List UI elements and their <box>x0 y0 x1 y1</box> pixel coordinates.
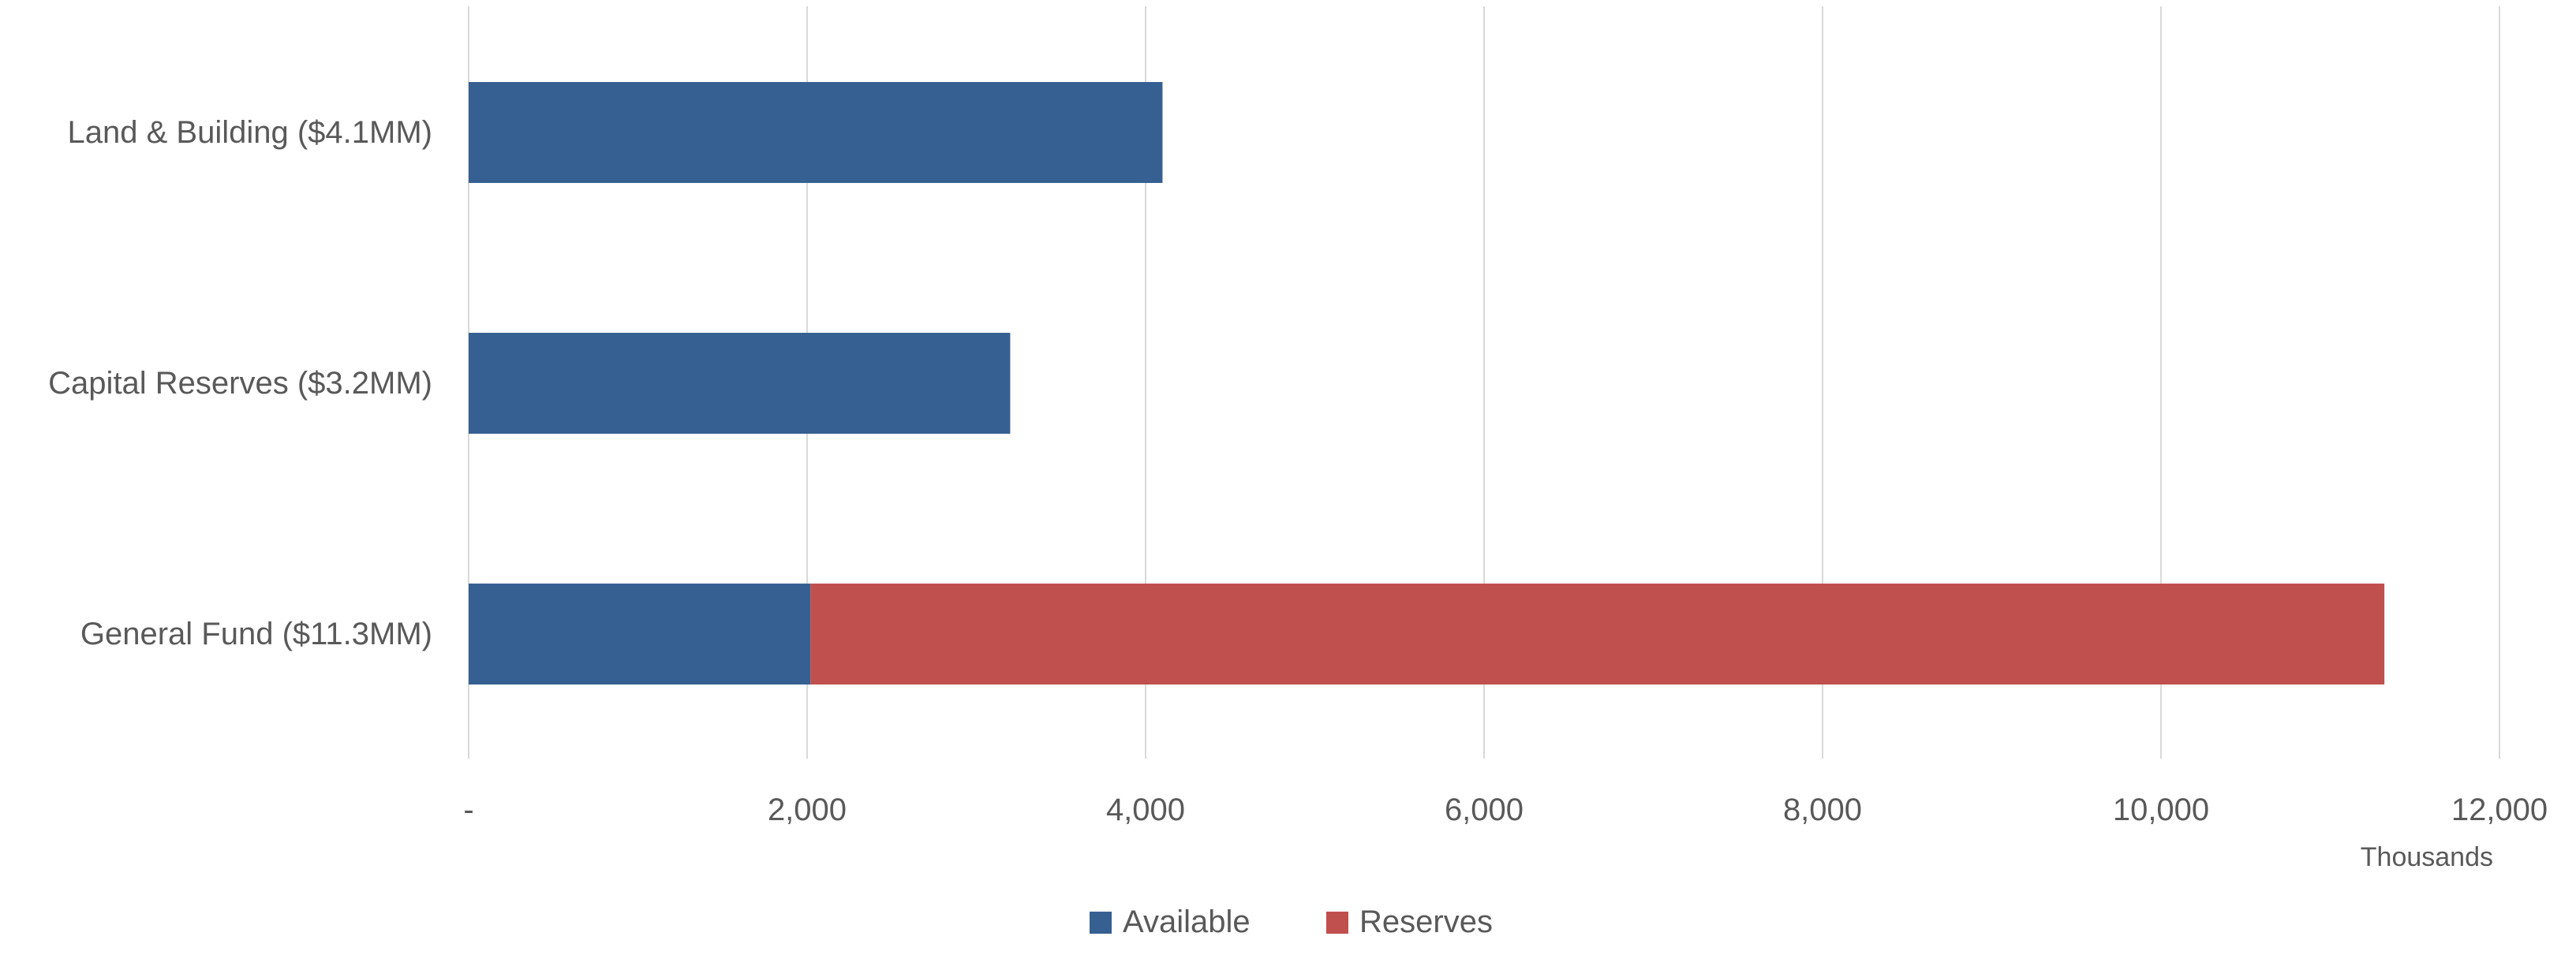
x-tick-label-2: 4,000 <box>1106 793 1185 827</box>
x-tick-label-0: - <box>463 793 473 827</box>
legend-item-available: Available <box>1090 905 1251 939</box>
units-label: Thousands <box>2361 842 2493 872</box>
legend: Available Reserves <box>1090 905 1493 939</box>
legend-swatch-available <box>1090 912 1112 934</box>
x-tick-label-6: 12,000 <box>2451 793 2548 827</box>
x-tick-label-1: 2,000 <box>768 793 847 827</box>
bar-available-2 <box>469 584 811 685</box>
x-tick-label-4: 8,000 <box>1783 793 1862 827</box>
legend-item-reserves: Reserves <box>1326 905 1493 939</box>
bar-available-1 <box>469 333 1011 434</box>
bar-available-0 <box>469 82 1163 183</box>
bar-layer <box>469 82 2385 685</box>
category-label-layer: Land & Building ($4.1MM) Capital Reserves… <box>48 115 432 651</box>
legend-label-reserves: Reserves <box>1359 905 1493 939</box>
category-label-0: Land & Building ($4.1MM) <box>68 115 432 150</box>
legend-label-available: Available <box>1123 905 1251 939</box>
bar-reserves-2 <box>810 584 2385 685</box>
tick-label-layer: - 2,000 4,000 6,000 8,000 10,000 12,000 <box>463 793 2548 827</box>
x-tick-label-3: 6,000 <box>1445 793 1524 827</box>
x-tick-label-5: 10,000 <box>2113 793 2209 827</box>
category-label-2: General Fund ($11.3MM) <box>80 617 432 651</box>
category-label-1: Capital Reserves ($3.2MM) <box>48 366 432 401</box>
legend-swatch-reserves <box>1326 912 1348 934</box>
